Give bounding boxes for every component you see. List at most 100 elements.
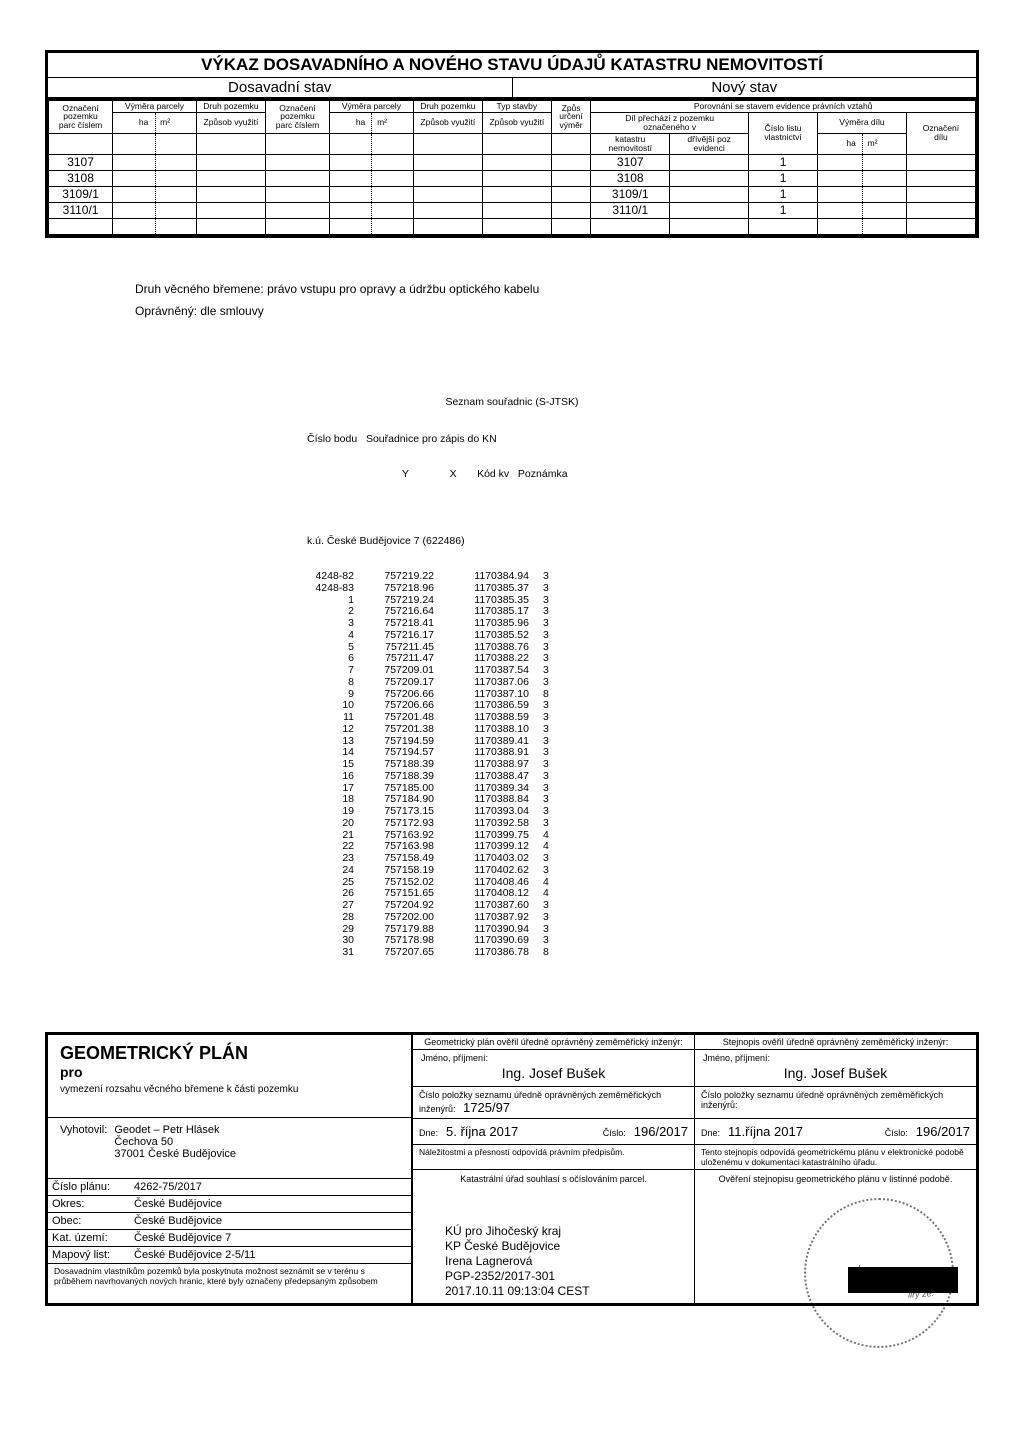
hdr-druh: Druh pozemku (196, 101, 265, 113)
table-cell: 3108 (591, 170, 670, 186)
table-cell (818, 154, 907, 170)
table-cell: 1 (749, 170, 818, 186)
ku1: KÚ pro Jihočeský kraj (445, 1224, 690, 1239)
r3-num-r: 196/2017 (916, 1124, 970, 1139)
coord-row: 4757216.171170385.523 (307, 630, 717, 642)
hdr-oznaceni2: Označení pozemku parc číslem (265, 101, 329, 134)
hdr-zpvy2: Způsob využití (413, 112, 482, 133)
hdr-druh2: Druh pozemku (413, 101, 482, 113)
jmeno-r: Jméno, příjmení: (703, 1053, 770, 1063)
val-map: České Budějovice 2-5/11 (134, 1249, 255, 1261)
eng-r: Ing. Josef Bušek (703, 1065, 968, 1081)
table-cell: 1 (749, 154, 818, 170)
table-cell (265, 186, 329, 202)
ku4: PGP-2352/2017-301 (445, 1269, 690, 1284)
r3-num-l: 196/2017 (634, 1124, 688, 1139)
table-cell: 1 (749, 186, 818, 202)
table-cell (906, 170, 975, 186)
hdr-dil: Díl přechází z pozemku označeného v (591, 112, 749, 133)
table-cell (818, 186, 907, 202)
table-cell (413, 186, 482, 202)
table-cell (670, 154, 749, 170)
coords-ku: k.ú. České Budějovice 7 (622486) (307, 536, 717, 548)
table-cell (113, 202, 197, 218)
table-cell (196, 186, 265, 202)
bottom-block: GEOMETRICKÝ PLÁN pro vymezení rozsahu vě… (45, 1032, 979, 1306)
body-r-head: Ověření stejnopisu geometrického plánu v… (699, 1174, 972, 1184)
state-new: Nový stav (513, 78, 977, 97)
r4a: Náležitostmi a přesností odpovídá právní… (413, 1145, 695, 1169)
table-cell (482, 202, 551, 218)
jmeno-l: Jméno, příjmení: (421, 1053, 488, 1063)
table-cell (670, 186, 749, 202)
hdr-ha-m2c: ha m² (818, 133, 907, 154)
table-cell: 1 (749, 202, 818, 218)
hdr-lv: Číslo listu vlastnictví (749, 112, 818, 154)
coord-row: 8757209.171170387.063 (307, 677, 717, 689)
lab-map: Mapový list: (52, 1249, 134, 1261)
table-cell (196, 170, 265, 186)
table-cell (551, 186, 590, 202)
r3-cislo-l: Číslo: (603, 1128, 626, 1138)
table-cell (113, 186, 197, 202)
r3-date-r: 11.října 2017 (728, 1124, 803, 1139)
hdr-driv: dřívější poz evidenci (670, 133, 749, 154)
table-cell: 3107 (49, 154, 113, 170)
table-cell (413, 154, 482, 170)
val-obec: České Budějovice (134, 1215, 222, 1227)
r2b-lab: Číslo položky seznamu úředně oprávněných… (695, 1087, 976, 1118)
coord-row: 24757158.191170402.623 (307, 865, 717, 877)
table-cell (906, 154, 975, 170)
ku2: KP České Budějovice (445, 1239, 690, 1254)
state-row: Dosavadní stav Nový stav (45, 77, 979, 100)
r3-cislo-r: Číslo: (885, 1128, 908, 1138)
table-cell (265, 202, 329, 218)
val-kat: České Budějovice 7 (134, 1232, 231, 1244)
hdr-zpvy3: Způsob využití (482, 112, 551, 133)
disclaimer: Dosavadním vlastníkům pozemků byla posky… (48, 1263, 411, 1290)
table-cell (265, 170, 329, 186)
table-cell (670, 170, 749, 186)
main-title: VÝKAZ DOSAVADNÍHO A NOVÉHO STAVU ÚDAJŮ K… (45, 50, 979, 77)
table-cell (551, 170, 590, 186)
lab-kat: Kat. území: (52, 1232, 134, 1244)
table-cell (818, 170, 907, 186)
hdr-vymera2: Výměra parcely (330, 101, 414, 113)
easement-entitled: Oprávněný: dle smlouvy (135, 300, 979, 323)
r3-dne-l: Dne: (419, 1128, 438, 1138)
ku3: Irena Lagnerová (445, 1254, 690, 1269)
table-cell (265, 154, 329, 170)
r2a-lab: Číslo položky seznamu úředně oprávněných… (419, 1090, 661, 1114)
easement-type: Druh věcného břemene: právo vstupu pro o… (135, 278, 979, 301)
hdr-ha-m2b: ha m² (330, 112, 414, 133)
hdr-porov: Porovnání se stavem evidence právních vz… (591, 101, 976, 113)
table-cell (113, 170, 197, 186)
table-cell (330, 170, 414, 186)
hdr-vymdil: Výměra dílu (818, 112, 907, 133)
table-cell (670, 202, 749, 218)
hdr-ozndil: Označení dílu (906, 112, 975, 154)
hdr-vymera: Výměra parcely (113, 101, 197, 113)
coords-block: Seznam souřadnic (S-JTSK) Číslo bodu Sou… (307, 373, 717, 982)
vyhot-value: Geodet – Petr Hlásek Čechova 50 37001 Če… (114, 1124, 236, 1160)
body-l-head: Katastrální úřad souhlasí s očíslováním … (417, 1174, 690, 1184)
val-okres: České Budějovice (134, 1198, 222, 1210)
hdr-ha-m2: ha m² (113, 112, 197, 133)
table-cell (482, 170, 551, 186)
coord-row: 20757172.931170392.583 (307, 818, 717, 830)
state-old: Dosavadní stav (48, 78, 513, 97)
eng-l: Ing. Josef Bušek (421, 1065, 686, 1081)
r3-date-l: 5. října 2017 (446, 1124, 518, 1139)
coords-title: Seznam souřadnic (S-JTSK) (307, 397, 717, 409)
table-cell: 3109/1 (591, 186, 670, 202)
vyhot-label: Vyhotovil: (60, 1124, 107, 1136)
table-cell (196, 202, 265, 218)
table-cell (330, 186, 414, 202)
r3-dne-r: Dne: (701, 1128, 720, 1138)
ku5: 2017.10.11 09:13:04 CEST (445, 1284, 690, 1299)
gp-pro: pro (60, 1064, 399, 1080)
table-cell: 3108 (49, 170, 113, 186)
hdr-zpus: Způs určení výměr (551, 101, 590, 134)
table-cell (330, 154, 414, 170)
coord-row: 31757207.651170386.788 (307, 947, 717, 959)
